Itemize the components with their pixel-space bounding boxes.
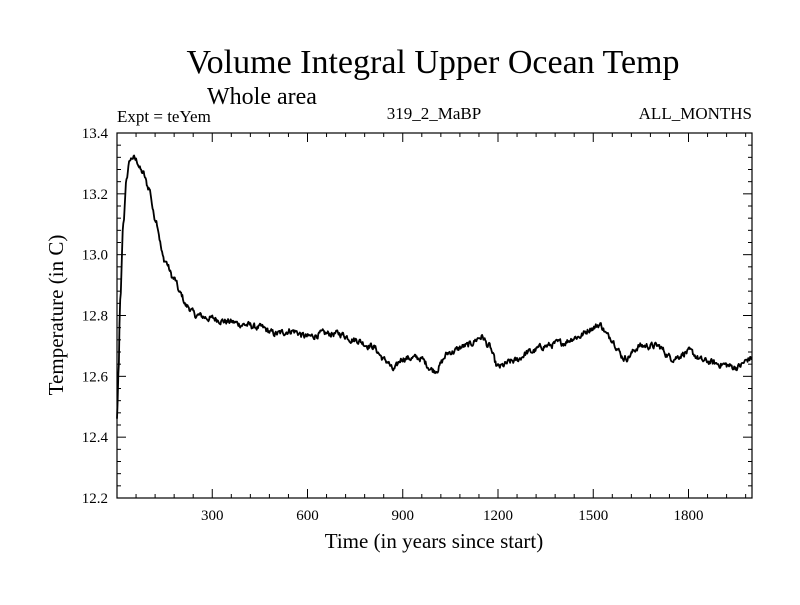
x-tick-label: 300 bbox=[201, 508, 224, 524]
chart-subtitle: Whole area bbox=[207, 84, 317, 110]
y-axis: 12.2 12.4 12.6 12.8 13.0 13.2 13.4 bbox=[82, 126, 752, 507]
x-axis: 300 600 900 1200 1500 1800 bbox=[116, 133, 747, 524]
y-tick-label: 12.2 bbox=[82, 491, 108, 507]
run-label: 319_2_MaBP bbox=[387, 104, 481, 123]
y-tick-label: 12.4 bbox=[82, 430, 109, 446]
y-tick-label: 13.4 bbox=[82, 126, 109, 142]
y-tick-label: 12.8 bbox=[82, 309, 108, 325]
y-tick-label: 13.2 bbox=[82, 187, 108, 203]
x-axis-label: Time (in years since start) bbox=[325, 529, 544, 553]
y-tick-label: 12.6 bbox=[82, 369, 109, 385]
x-tick-label: 1500 bbox=[578, 508, 608, 524]
experiment-label: Expt = teYem bbox=[117, 107, 211, 126]
x-tick-label: 1200 bbox=[483, 508, 513, 524]
x-tick-label: 1800 bbox=[674, 508, 704, 524]
x-tick-label: 900 bbox=[392, 508, 415, 524]
chart-title: Volume Integral Upper Ocean Temp bbox=[187, 44, 680, 81]
series-line bbox=[116, 154, 753, 419]
x-tick-label: 600 bbox=[296, 508, 319, 524]
months-label: ALL_MONTHS bbox=[639, 104, 752, 123]
y-tick-label: 13.0 bbox=[82, 248, 108, 264]
y-axis-label: Temperature (in C) bbox=[44, 235, 68, 396]
